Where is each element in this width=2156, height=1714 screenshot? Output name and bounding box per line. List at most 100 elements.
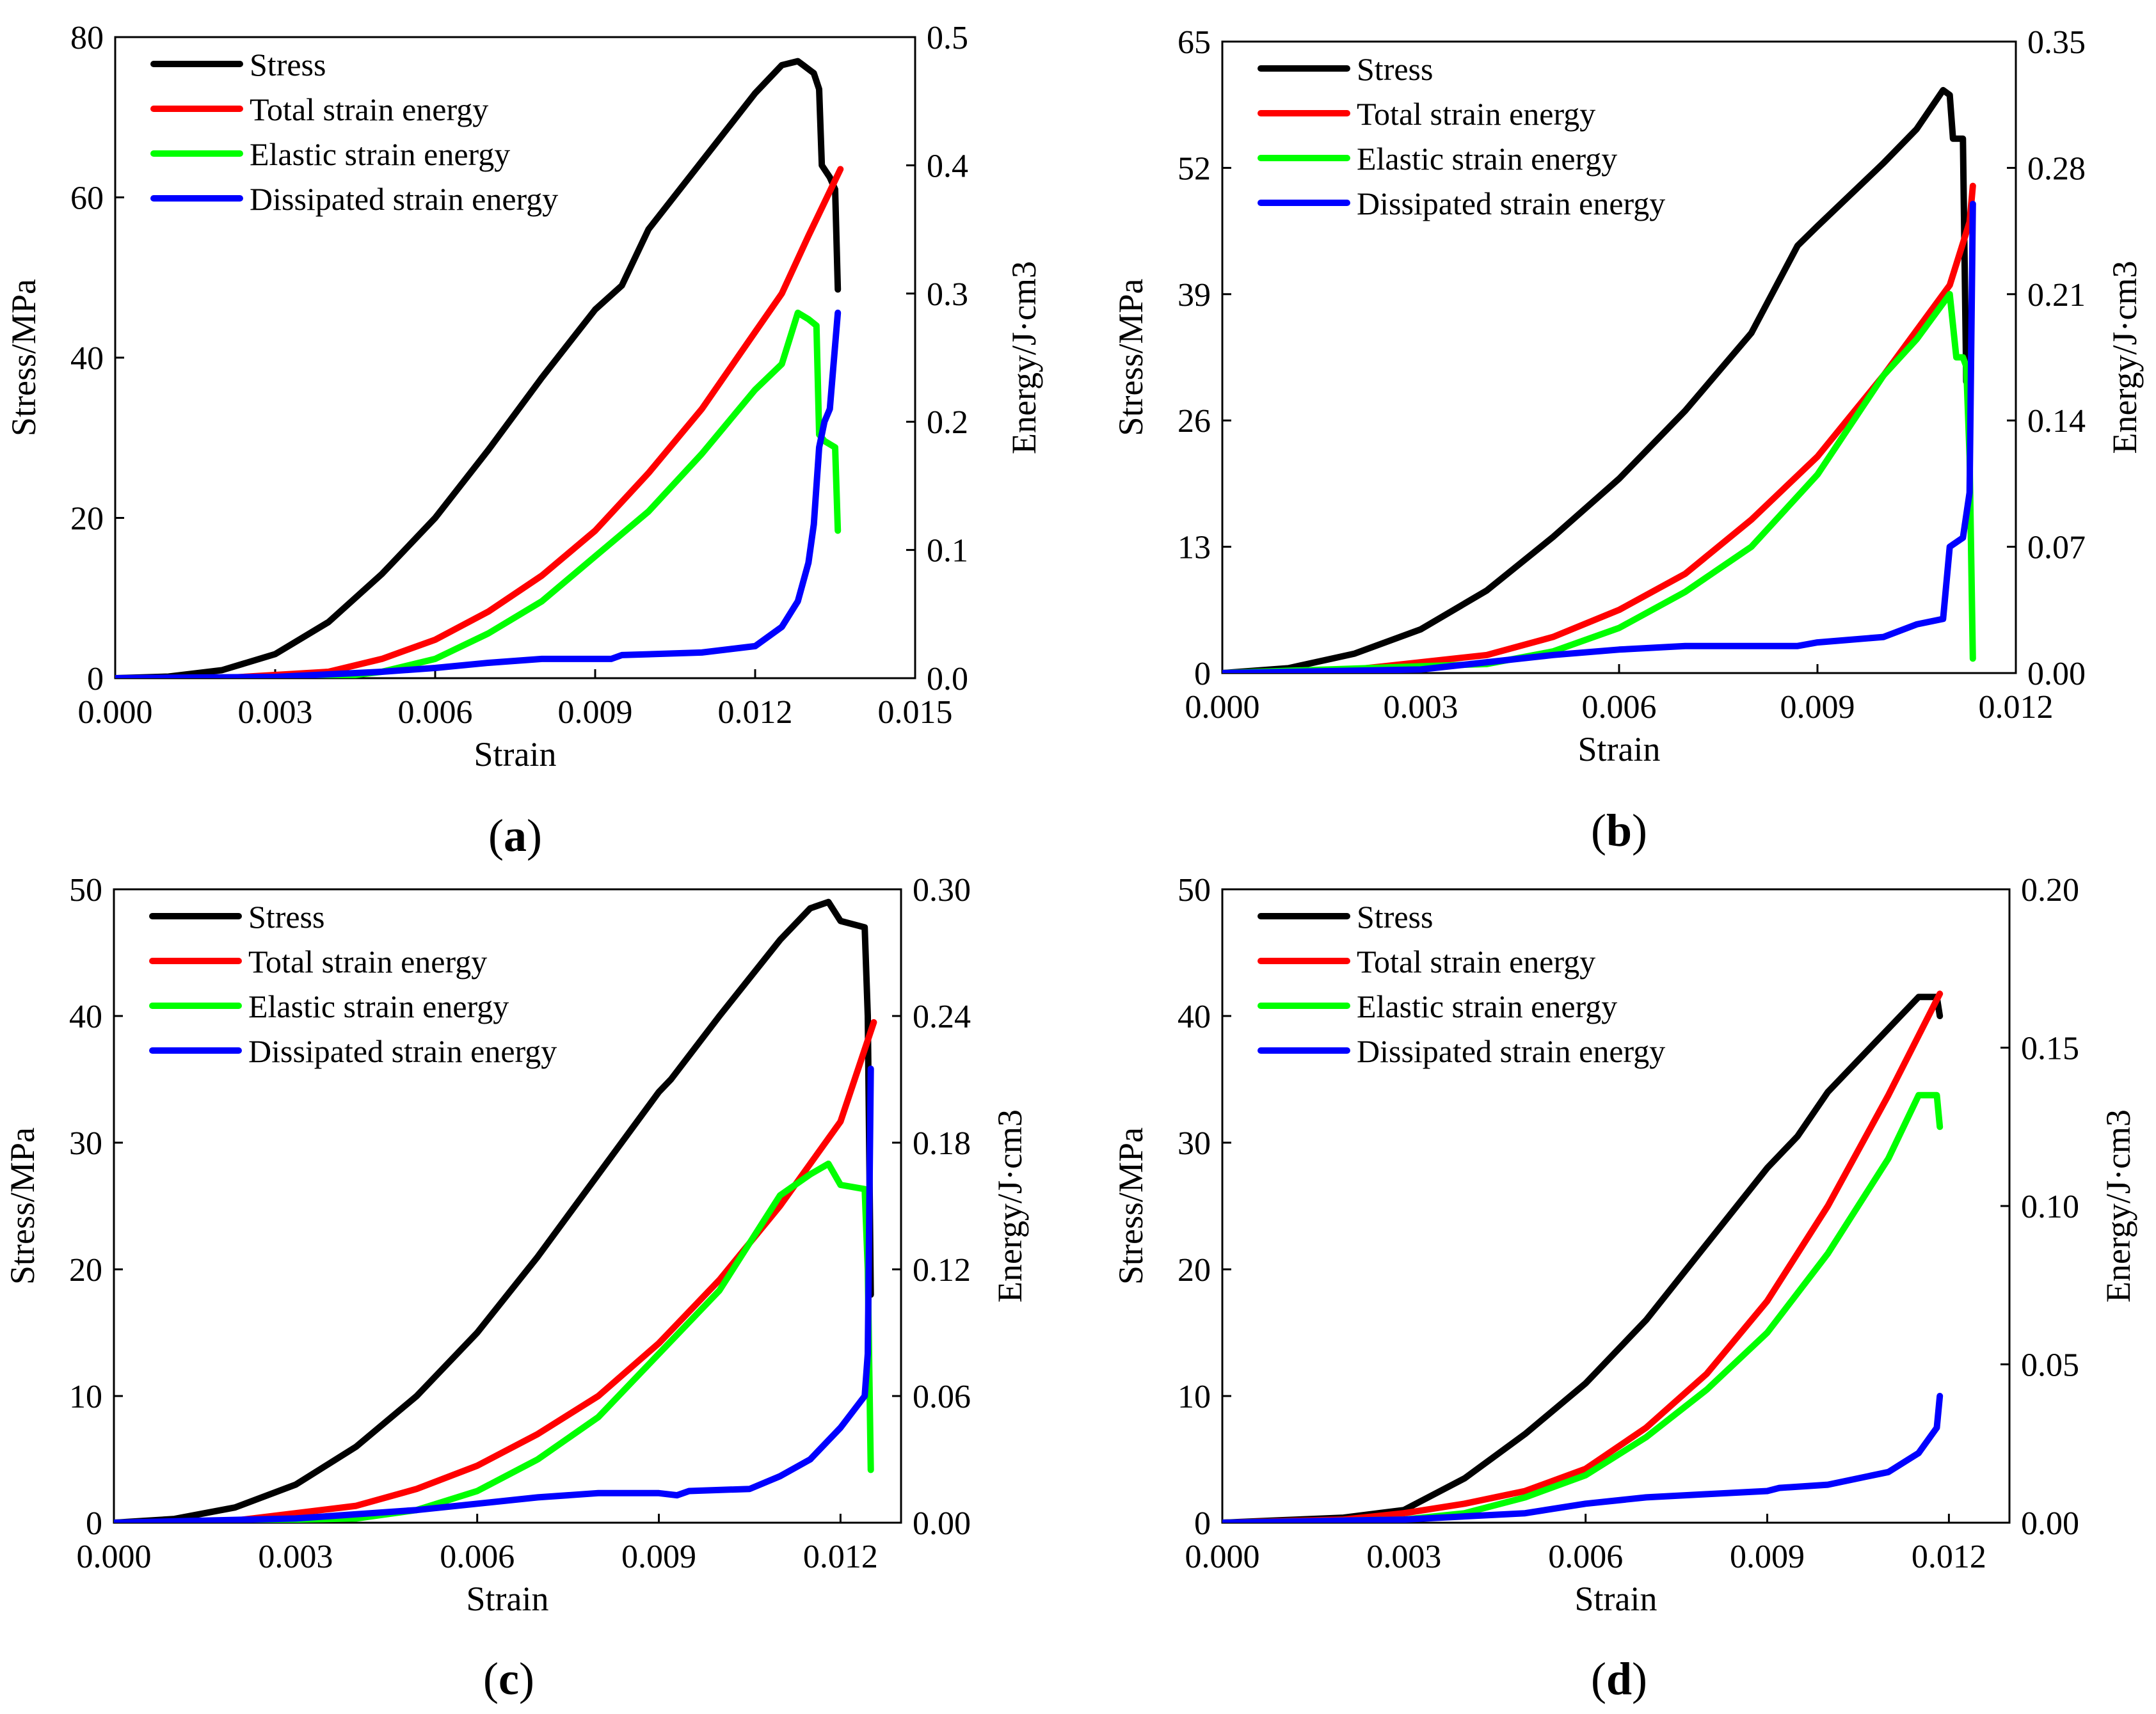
plot-frame bbox=[114, 36, 916, 679]
series-group bbox=[114, 898, 877, 1523]
series-line-stress bbox=[114, 898, 874, 1523]
y2-tick-label: 0.12 bbox=[913, 1252, 971, 1289]
series-line-elastic bbox=[1222, 1091, 1944, 1523]
legend-label: Total strain energy bbox=[1357, 96, 1595, 132]
x-tick-label: 0.000 bbox=[77, 1539, 152, 1575]
legend-label: Stress bbox=[250, 47, 326, 83]
x-tick-label: 0.012 bbox=[718, 694, 793, 731]
legend-label: Dissipated strain energy bbox=[248, 1033, 557, 1069]
series-line-elastic bbox=[114, 1161, 874, 1523]
y-tick-label: 50 bbox=[1178, 872, 1211, 909]
y-tick-label: 40 bbox=[70, 340, 104, 377]
x-axis-title: Strain bbox=[467, 1580, 549, 1618]
plot-frame bbox=[113, 888, 902, 1524]
y2-tick-label: 0.00 bbox=[913, 1505, 971, 1542]
y-tick-label: 20 bbox=[69, 1252, 102, 1289]
y-axis-title: Stress/MPa bbox=[3, 1127, 42, 1285]
y-tick-label: 60 bbox=[70, 180, 104, 217]
y2-tick-label: 0.00 bbox=[2027, 656, 2086, 692]
y2-tick-label: 0.3 bbox=[927, 276, 968, 313]
series-line-total bbox=[1222, 990, 1944, 1523]
y-tick-label: 30 bbox=[1178, 1125, 1211, 1162]
y2-tick-label: 0.0 bbox=[927, 661, 968, 697]
y2-tick-label: 0.5 bbox=[927, 20, 968, 56]
series-line-dissipated bbox=[114, 1065, 874, 1523]
panel-d: 0.000 0.003 0.006 0.009 0.012 0 10 20 30 40 50 0.00… bbox=[1112, 872, 2137, 1704]
y-tick-label: 0 bbox=[1194, 656, 1211, 692]
y-tick-label: 80 bbox=[70, 20, 104, 56]
y2-tick-label: 0.2 bbox=[927, 404, 968, 441]
series-line-total bbox=[1222, 182, 1976, 673]
series-line-total bbox=[115, 166, 844, 678]
y2-tick-label: 0.00 bbox=[2021, 1505, 2079, 1542]
x-tick-label: 0.000 bbox=[1185, 1539, 1260, 1575]
legend-label: Total strain energy bbox=[248, 944, 487, 980]
y2-tick-label: 0.20 bbox=[2021, 872, 2079, 909]
y2-tick-label: 0.4 bbox=[927, 148, 968, 184]
y2-tick-label: 0.1 bbox=[927, 533, 968, 569]
x-axis-title: Strain bbox=[1578, 730, 1661, 768]
legend-label: Total strain energy bbox=[250, 91, 488, 127]
y2-tick-label: 0.15 bbox=[2021, 1031, 2079, 1067]
panel-a: 0.000 0.003 0.006 0.009 0.012 0.015 0 20 40 60 80 0… bbox=[4, 20, 1043, 861]
x-axis-title: Strain bbox=[1575, 1580, 1657, 1618]
series-line-stress bbox=[115, 58, 842, 678]
y2-axis-title: Energy/J·cm3 bbox=[2099, 1109, 2137, 1303]
legend-label: Stress bbox=[1357, 51, 1433, 87]
legend-label: Elastic strain energy bbox=[1357, 988, 1617, 1024]
legend-label: Dissipated strain energy bbox=[1357, 186, 1665, 221]
x-tick-label: 0.015 bbox=[878, 694, 953, 731]
legend-label: Elastic strain energy bbox=[248, 988, 509, 1024]
series-group bbox=[1222, 86, 1976, 673]
x-axis-title: Strain bbox=[474, 735, 557, 774]
series-line-elastic bbox=[1222, 290, 1976, 673]
x-tick-label: 0.012 bbox=[1912, 1539, 1986, 1575]
legend-label: Total strain energy bbox=[1357, 944, 1595, 980]
x-tick-label: 0.006 bbox=[398, 694, 473, 731]
y-tick-label: 10 bbox=[1178, 1379, 1211, 1415]
series-line-stress bbox=[1222, 994, 1944, 1523]
panel-b: 0.000 0.003 0.006 0.009 0.012 0 13 26 39 52 65 0.00… bbox=[1112, 24, 2144, 856]
x-tick-label: 0.006 bbox=[440, 1539, 515, 1575]
panel-label: (a) bbox=[488, 810, 542, 861]
x-tick-label: 0.000 bbox=[78, 694, 153, 731]
x-tick-label: 0.012 bbox=[803, 1539, 878, 1575]
x-tick-label: 0.009 bbox=[1780, 689, 1855, 726]
y-tick-label: 20 bbox=[1178, 1252, 1211, 1289]
panel-label: (b) bbox=[1591, 805, 1647, 856]
y-tick-label: 13 bbox=[1178, 530, 1211, 566]
y-axis-title: Stress/MPa bbox=[4, 279, 43, 436]
y2-tick-label: 0.10 bbox=[2021, 1189, 2079, 1225]
series-line-dissipated bbox=[1222, 1393, 1944, 1523]
y-tick-label: 20 bbox=[70, 501, 104, 537]
y-tick-label: 0 bbox=[87, 661, 104, 697]
series-line-stress bbox=[1222, 86, 1970, 673]
y-tick-label: 26 bbox=[1178, 403, 1211, 440]
x-tick-label: 0.006 bbox=[1548, 1539, 1623, 1575]
series-group bbox=[115, 58, 844, 678]
y2-tick-label: 0.06 bbox=[913, 1379, 971, 1415]
y2-tick-label: 0.24 bbox=[913, 999, 971, 1035]
y-tick-label: 52 bbox=[1178, 150, 1211, 187]
y2-axis-title: Energy/J·cm3 bbox=[1005, 261, 1043, 454]
x-tick-label: 0.009 bbox=[1730, 1539, 1805, 1575]
panel-label: (c) bbox=[483, 1653, 534, 1704]
panel-label: (d) bbox=[1591, 1653, 1647, 1704]
y-tick-label: 10 bbox=[69, 1379, 102, 1415]
y2-tick-label: 0.28 bbox=[2027, 150, 2086, 187]
y-tick-label: 40 bbox=[1178, 999, 1211, 1035]
x-tick-label: 0.009 bbox=[558, 694, 633, 731]
legend-label: Elastic strain energy bbox=[250, 136, 510, 172]
y2-tick-label: 0.05 bbox=[2021, 1347, 2079, 1384]
panel-c: 0.000 0.003 0.006 0.009 0.012 0 10 20 30 40 50 0.00… bbox=[3, 872, 1029, 1704]
x-tick-label: 0.012 bbox=[1979, 689, 2054, 726]
legend-label: Stress bbox=[248, 899, 324, 935]
y2-tick-label: 0.18 bbox=[913, 1125, 971, 1162]
x-tick-label: 0.003 bbox=[1366, 1539, 1441, 1575]
y2-axis-title: Energy/J·cm3 bbox=[991, 1109, 1029, 1303]
legend-label: Dissipated strain energy bbox=[1357, 1033, 1665, 1069]
y2-tick-label: 0.30 bbox=[913, 872, 971, 909]
plot-frame bbox=[1221, 888, 2011, 1524]
x-tick-label: 0.003 bbox=[238, 694, 313, 731]
series-group bbox=[1222, 990, 1944, 1523]
